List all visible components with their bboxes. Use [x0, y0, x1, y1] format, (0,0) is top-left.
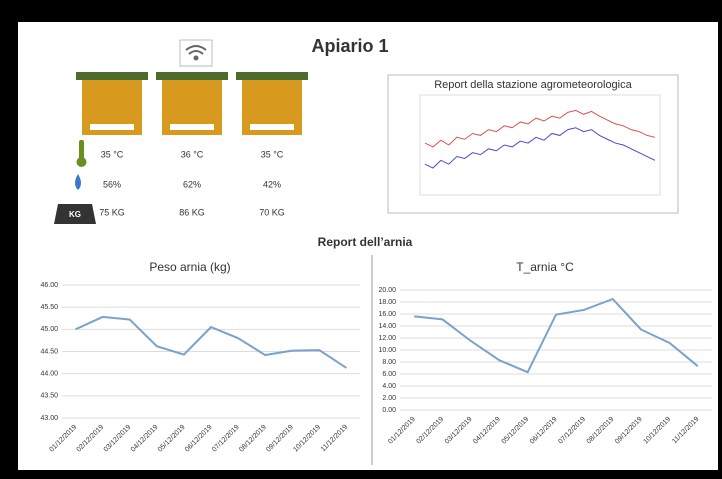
hive-cell: 70 KG	[259, 207, 285, 217]
weather-title: Report della stazione agrometeorologica	[434, 79, 632, 91]
wifi-icon	[179, 39, 213, 67]
y-tick-label: 43.50	[40, 393, 58, 400]
y-tick-label: 12.00	[378, 335, 396, 342]
y-tick-label: 44.00	[40, 371, 58, 378]
chart-title: T_arnia °C	[516, 260, 574, 274]
hives	[76, 72, 308, 135]
hive-cell: 35 °C	[101, 149, 124, 159]
hive-cell: 62%	[183, 179, 201, 189]
hive-cell: 86 KG	[179, 207, 205, 217]
hive-cell: 36 °C	[181, 149, 204, 159]
y-tick-label: 43.00	[40, 415, 58, 422]
y-tick-label: 10.00	[378, 347, 396, 354]
line	[414, 297, 699, 374]
y-tick-label: 2.00	[382, 395, 396, 402]
y-tick-label: 6.00	[382, 371, 396, 378]
hive-cell: 42%	[263, 179, 281, 189]
y-tick-label: 45.50	[40, 304, 58, 311]
y-tick-label: 44.50	[40, 348, 58, 355]
row-icons: KG	[54, 140, 96, 224]
y-tick-label: 8.00	[382, 359, 396, 366]
y-tick-label: 0.00	[382, 407, 396, 414]
hive-cell: 75 KG	[99, 207, 125, 217]
hive-cell: 35 °C	[261, 149, 284, 159]
chart-title: Peso arnia (kg)	[149, 260, 230, 274]
weather-plot	[419, 94, 661, 196]
hive-cell: 56%	[103, 179, 121, 189]
y-tick-label: 46.00	[40, 282, 58, 289]
section-title: Report dell’arnia	[318, 235, 413, 249]
title: Apiario 1	[311, 36, 388, 56]
y-tick-label: 14.00	[378, 323, 396, 330]
y-tick-label: 20.00	[378, 287, 396, 294]
line	[75, 315, 348, 369]
y-tick-label: 18.00	[378, 299, 396, 306]
y-tick-label: 4.00	[382, 383, 396, 390]
y-tick-label: 45.00	[40, 326, 58, 333]
weight-icon-label: KG	[69, 210, 81, 219]
y-tick-label: 16.00	[378, 311, 396, 318]
weather-line	[424, 109, 656, 148]
weather-line	[424, 127, 656, 169]
